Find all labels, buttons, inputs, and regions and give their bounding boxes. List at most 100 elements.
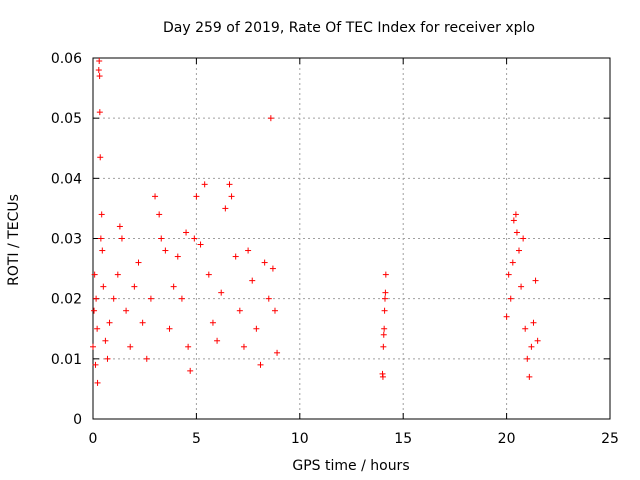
data-point — [156, 211, 163, 218]
data-point — [178, 295, 185, 302]
data-point — [187, 367, 194, 374]
x-tick-label: 20 — [498, 431, 516, 447]
data-point — [97, 154, 104, 161]
data-point — [528, 343, 535, 350]
data-point — [104, 355, 111, 362]
data-point — [99, 247, 106, 254]
x-tick-label: 5 — [192, 431, 201, 447]
data-point — [271, 307, 278, 314]
x-axis-label: GPS time / hours — [292, 458, 409, 474]
data-point — [226, 181, 233, 188]
data-point — [382, 289, 389, 296]
plot-frame — [92, 57, 611, 420]
data-point — [381, 307, 388, 314]
data-point — [170, 283, 177, 290]
axis-ticks: 0 0.01 0.02 0.03 0.04 0.05 0.06 0 5 10 15 20 25 — [51, 51, 619, 447]
data-point — [253, 325, 260, 332]
data-point — [249, 277, 256, 284]
y-axis-label: ROTI / TECUs — [6, 194, 22, 286]
data-point — [382, 295, 389, 302]
data-point — [526, 373, 533, 380]
data-point — [166, 325, 173, 332]
data-point — [520, 235, 527, 242]
data-point — [503, 313, 510, 320]
data-point — [96, 109, 103, 116]
data-point — [100, 283, 107, 290]
data-point — [240, 343, 247, 350]
data-point — [95, 67, 102, 74]
data-point — [131, 283, 138, 290]
data-point — [205, 271, 212, 278]
data-point — [110, 295, 117, 302]
x-tick-label: 0 — [89, 431, 98, 447]
data-point — [269, 265, 276, 272]
data-point — [147, 295, 154, 302]
data-point — [97, 235, 104, 242]
data-point — [265, 295, 272, 302]
y-tick-label: 0.06 — [51, 51, 82, 67]
data-point — [197, 241, 204, 248]
data-point — [228, 193, 235, 200]
data-point — [152, 193, 159, 200]
data-point — [96, 58, 103, 65]
data-point — [509, 259, 516, 266]
data-point — [232, 253, 239, 260]
data-point — [183, 229, 190, 236]
data-point — [214, 337, 221, 344]
y-tick-label: 0.02 — [51, 292, 82, 308]
data-point — [193, 193, 200, 200]
data-point — [91, 271, 98, 278]
data-point — [209, 319, 216, 326]
y-tick-label: 0.05 — [51, 111, 82, 127]
data-point — [382, 271, 389, 278]
data-point — [380, 331, 387, 338]
y-tick-label: 0.01 — [51, 352, 82, 368]
data-point — [261, 259, 268, 266]
data-point — [505, 271, 512, 278]
data-point — [114, 271, 121, 278]
data-point — [116, 223, 123, 230]
data-point — [218, 289, 225, 296]
data-point — [94, 379, 101, 386]
data-point — [98, 211, 105, 218]
chart-title: Day 259 of 2019, Rate Of TEC Index for r… — [163, 20, 535, 36]
data-point — [91, 307, 98, 314]
data-point — [123, 307, 130, 314]
data-point — [518, 283, 525, 290]
x-tick-label: 15 — [394, 431, 412, 447]
data-point — [274, 349, 281, 356]
data-point — [381, 325, 388, 332]
data-point — [92, 361, 99, 368]
y-tick-label: 0 — [73, 412, 82, 428]
data-point — [512, 211, 519, 218]
data-point — [96, 73, 103, 80]
data-point — [516, 247, 523, 254]
y-tick-label: 0.03 — [51, 232, 82, 248]
data-point — [174, 253, 181, 260]
data-point — [94, 325, 101, 332]
data-point — [162, 247, 169, 254]
data-point — [257, 361, 264, 368]
data-point — [530, 319, 537, 326]
data-point — [158, 235, 165, 242]
data-point — [524, 355, 531, 362]
grid — [93, 58, 610, 419]
data-point — [106, 319, 113, 326]
data-point — [118, 235, 125, 242]
data-point — [534, 337, 541, 344]
data-point — [139, 319, 146, 326]
x-tick-label: 25 — [601, 431, 619, 447]
data-point — [380, 343, 387, 350]
x-tick-label: 10 — [291, 431, 309, 447]
data-point — [93, 295, 100, 302]
data-point — [222, 205, 229, 212]
data-point — [201, 181, 208, 188]
data-point — [135, 259, 142, 266]
data-point — [379, 373, 386, 380]
data-point — [513, 229, 520, 236]
data-point — [510, 217, 517, 224]
data-point — [90, 343, 96, 350]
data-point — [507, 295, 514, 302]
data-point — [127, 343, 134, 350]
